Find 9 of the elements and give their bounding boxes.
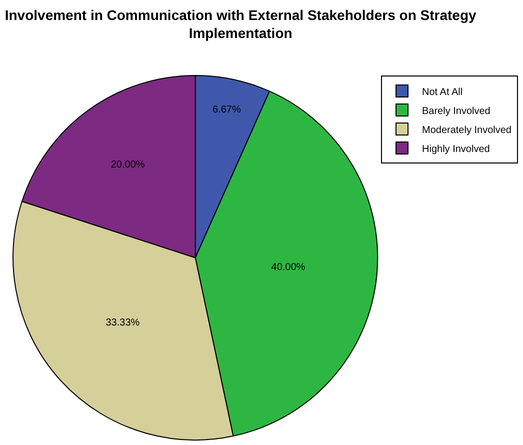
legend-label: Barely Involved: [422, 106, 490, 117]
chart-title: Involvement in Communication with External Stakeholders on Strategy Implementation: [4, 7, 476, 42]
legend-label: Not At All: [422, 86, 463, 98]
data-label: 40.00%: [271, 262, 306, 274]
legend-label: Highly Involved: [422, 144, 490, 155]
data-label: 33.33%: [106, 318, 140, 329]
data-label: 6.67%: [212, 104, 241, 116]
legend-label: Moderately Involved: [422, 124, 512, 136]
data-label: 20.00%: [110, 159, 145, 170]
